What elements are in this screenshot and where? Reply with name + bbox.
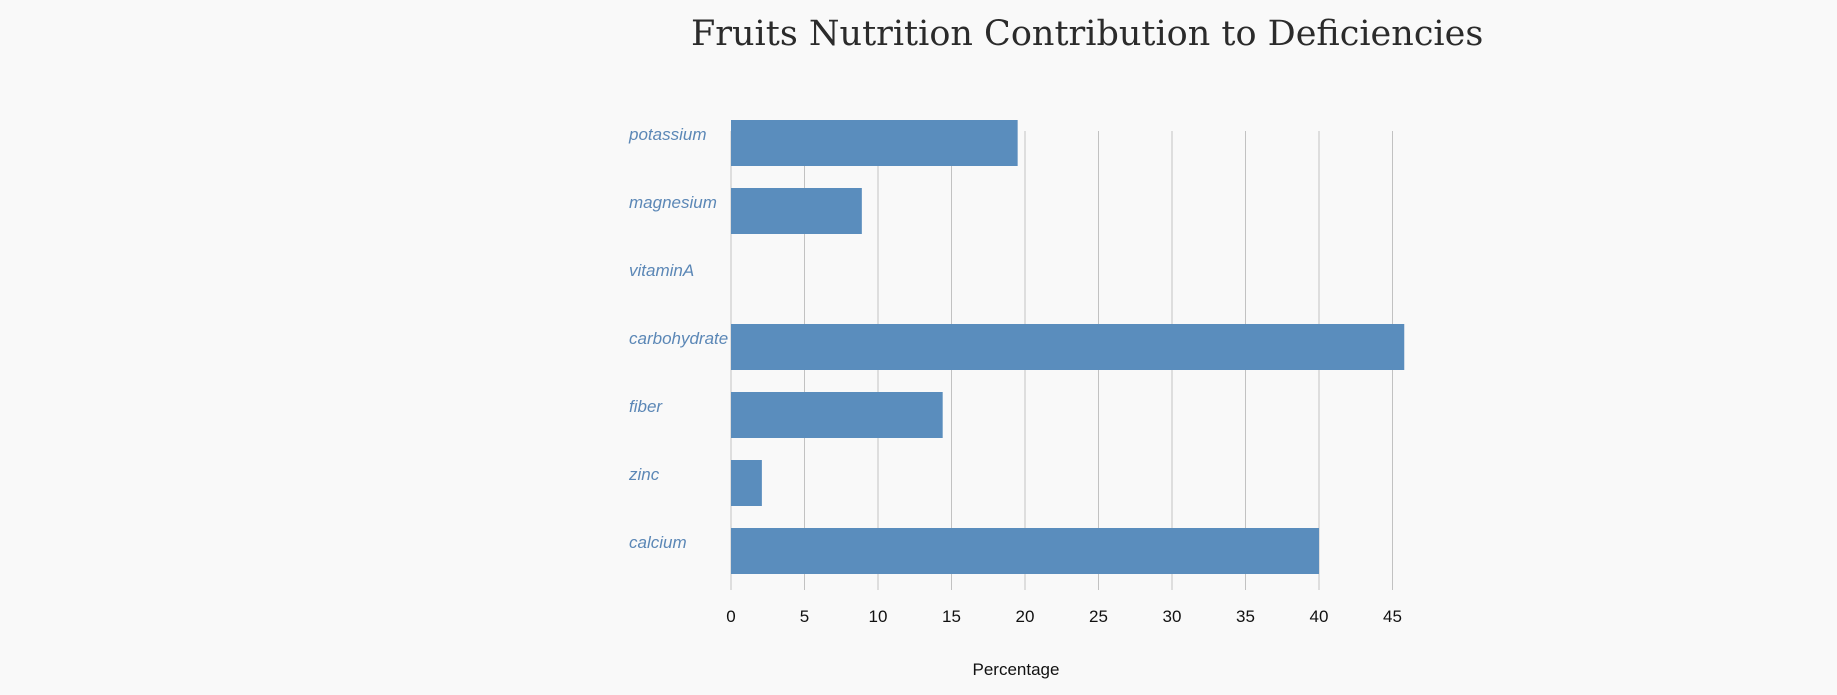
- category-label-carbohydrate: carbohydrate: [629, 329, 728, 348]
- bar-magnesium[interactable]: [731, 188, 862, 234]
- category-label-potassium: potassium: [628, 125, 706, 144]
- chart-title: Fruits Nutrition Contribution to Deficie…: [691, 14, 1484, 54]
- x-tick-label: 20: [1016, 607, 1035, 626]
- x-tick-label: 45: [1383, 607, 1402, 626]
- category-label-calcium: calcium: [629, 533, 687, 552]
- bar-zinc[interactable]: [731, 460, 762, 506]
- bar-fiber[interactable]: [731, 392, 943, 438]
- x-tick-label: 5: [800, 607, 809, 626]
- x-tick-label: 0: [726, 607, 735, 626]
- bars: [731, 120, 1405, 574]
- x-tick-label: 35: [1236, 607, 1255, 626]
- category-label-magnesium: magnesium: [629, 193, 717, 212]
- category-label-vitaminA: vitaminA: [629, 261, 694, 280]
- x-tick-label: 10: [869, 607, 888, 626]
- x-tick-label: 25: [1089, 607, 1108, 626]
- category-labels: potassium magnesium vitaminA carbohydrate fi…: [628, 125, 728, 552]
- bar-potassium[interactable]: [731, 120, 1018, 166]
- category-label-fiber: fiber: [629, 397, 663, 416]
- x-tick-label: 15: [942, 607, 961, 626]
- bar-carbohydrate[interactable]: [731, 324, 1405, 370]
- category-label-zinc: zinc: [628, 465, 660, 484]
- x-tick-label: 40: [1310, 607, 1329, 626]
- x-tick-label: 30: [1163, 607, 1182, 626]
- x-axis-title: Percentage: [973, 660, 1060, 679]
- x-axis-ticks: 0 5 10 15 20 25 30 35 40 45: [726, 607, 1402, 626]
- bar-calcium[interactable]: [731, 528, 1319, 574]
